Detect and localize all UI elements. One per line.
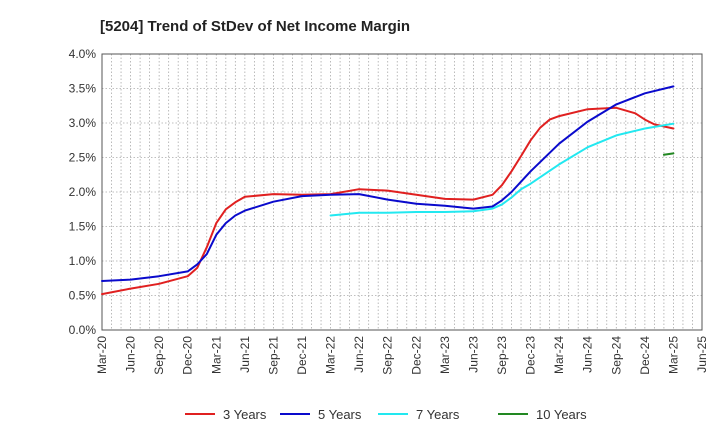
x-tick-label: Mar-25 bbox=[666, 336, 680, 374]
y-tick-label: 0.5% bbox=[69, 289, 97, 303]
y-tick-label: 4.0% bbox=[69, 47, 97, 61]
legend-label: 10 Years bbox=[536, 407, 587, 422]
x-tick-label: Jun-22 bbox=[352, 336, 366, 373]
series-lines bbox=[101, 85, 675, 296]
x-tick-label: Sep-23 bbox=[495, 336, 509, 375]
x-tick-label: Sep-20 bbox=[152, 336, 166, 375]
y-tick-label: 2.5% bbox=[69, 151, 97, 165]
x-tick-label: Jun-25 bbox=[695, 336, 709, 373]
series-line bbox=[329, 122, 675, 217]
x-tick-label: Mar-24 bbox=[552, 336, 566, 374]
grid bbox=[101, 53, 703, 331]
chart-title: [5204] Trend of StDev of Net Income Marg… bbox=[100, 18, 410, 35]
y-tick-label: 3.0% bbox=[69, 116, 97, 130]
y-tick-label: 2.0% bbox=[69, 185, 97, 199]
x-tick-label: Jun-24 bbox=[581, 336, 595, 373]
x-tick-label: Dec-24 bbox=[638, 336, 652, 375]
y-tick-label: 0.0% bbox=[69, 323, 97, 337]
x-tick-label: Sep-21 bbox=[266, 336, 280, 375]
x-tick-label: Jun-20 bbox=[124, 336, 138, 373]
axes: 0.0% 0.5% 1.0% 1.5% 2.0% 2.5% 3.0% 3.5% 4.0% Mar-… bbox=[69, 47, 709, 375]
legend: 3 Years 5 Years 7 Years 10 Years bbox=[185, 407, 587, 422]
x-tick-label: Jun-21 bbox=[238, 336, 252, 373]
series-line bbox=[101, 106, 675, 296]
x-tick-label: Dec-21 bbox=[295, 336, 309, 375]
series-line bbox=[662, 152, 675, 156]
x-tick-label: Dec-22 bbox=[409, 336, 423, 375]
legend-label: 5 Years bbox=[318, 407, 362, 422]
legend-label: 7 Years bbox=[416, 407, 460, 422]
x-tick-label: Mar-23 bbox=[438, 336, 452, 374]
series-line bbox=[101, 85, 675, 282]
y-tick-label: 3.5% bbox=[69, 82, 97, 96]
y-tick-label: 1.5% bbox=[69, 220, 97, 234]
y-tick-label: 1.0% bbox=[69, 254, 97, 268]
x-tick-label: Dec-20 bbox=[181, 336, 195, 375]
x-tick-label: Mar-22 bbox=[324, 336, 338, 374]
x-tick-label: Jun-23 bbox=[466, 336, 480, 373]
x-tick-label: Mar-20 bbox=[95, 336, 109, 374]
x-tick-label: Mar-21 bbox=[209, 336, 223, 374]
x-tick-label: Dec-23 bbox=[524, 336, 538, 375]
x-tick-label: Sep-22 bbox=[381, 336, 395, 375]
x-tick-label: Sep-24 bbox=[609, 336, 623, 375]
legend-label: 3 Years bbox=[223, 407, 267, 422]
plot-frame bbox=[101, 53, 703, 331]
